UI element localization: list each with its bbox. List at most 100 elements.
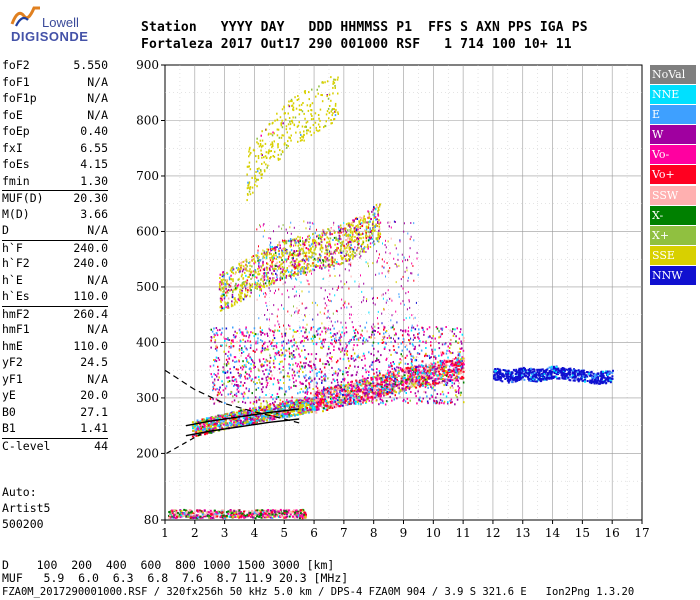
echo-point (463, 360, 465, 363)
echo-point (220, 513, 223, 516)
echo-point (249, 340, 252, 343)
echo-point (315, 343, 318, 346)
echo-point (458, 388, 460, 391)
echo-point (343, 388, 346, 391)
echo-point (215, 356, 218, 359)
echo-point (253, 327, 256, 330)
echo-point (365, 371, 367, 374)
echo-point (323, 389, 326, 392)
echo-point (291, 368, 294, 371)
echo-point (246, 513, 249, 516)
echo-point (324, 402, 326, 405)
echo-point (258, 515, 261, 518)
echo-point (250, 413, 253, 415)
echo-point (572, 379, 575, 382)
echo-point (295, 379, 297, 382)
param-value: 0.40 (80, 124, 108, 138)
x-tick-label: 15 (575, 526, 590, 540)
echo-point (201, 516, 204, 519)
echo-point (284, 402, 287, 405)
echo-point (458, 337, 461, 340)
echo-point (242, 338, 244, 341)
echo-point (425, 347, 427, 349)
echo-point (361, 375, 364, 378)
echo-point (287, 341, 290, 344)
echo-point (228, 376, 230, 379)
echo-point (400, 380, 403, 383)
echo-point (287, 401, 290, 404)
echo-point (441, 399, 443, 402)
echo-point (227, 512, 230, 515)
echo-point (298, 375, 300, 378)
echo-point (322, 407, 325, 410)
echo-point (376, 368, 378, 370)
echo-point (546, 373, 549, 376)
echo-point (267, 372, 270, 375)
echo-point (234, 516, 237, 518)
param-name: MUF(D) (2, 191, 44, 205)
echo-point (316, 395, 319, 398)
echo-point (414, 328, 417, 331)
echo-point (209, 416, 212, 419)
echo-point (411, 358, 413, 361)
echo-point (246, 348, 248, 351)
echo-point (217, 378, 219, 381)
echo-point (232, 401, 234, 404)
echo-point (443, 363, 446, 365)
echo-point (320, 401, 323, 404)
echo-point (247, 339, 249, 342)
echo-point (380, 388, 382, 391)
echo-point (359, 379, 361, 382)
echo-point (446, 382, 449, 384)
echo-point (412, 344, 414, 347)
echo-point (267, 375, 269, 378)
echo-point (589, 379, 592, 382)
echo-point (422, 380, 425, 383)
echo-point (521, 376, 524, 379)
echo-point (311, 339, 314, 342)
echo-point (289, 510, 292, 513)
echo-point (560, 374, 563, 377)
echo-point (264, 409, 266, 412)
echo-point (451, 330, 453, 333)
echo-point (259, 381, 261, 384)
echo-point (234, 361, 236, 363)
echo-point (357, 366, 359, 368)
echo-point (330, 342, 332, 345)
echo-point (271, 394, 274, 396)
echo-point (406, 381, 408, 384)
echo-point (329, 400, 331, 403)
echo-point (172, 509, 175, 512)
echo-point (360, 333, 362, 336)
echo-point (357, 396, 359, 399)
echo-point (195, 434, 198, 437)
echo-point (197, 421, 200, 424)
echo-point (332, 378, 334, 381)
echo-point (447, 401, 449, 404)
echo-point (213, 516, 216, 519)
echo-point (422, 381, 425, 384)
echo-point (339, 399, 341, 401)
echo-point (225, 364, 228, 367)
echo-point (266, 514, 269, 517)
echo-point (293, 370, 296, 373)
echo-point (400, 342, 402, 345)
echo-point (375, 377, 378, 380)
echo-point (444, 364, 447, 367)
echo-point (341, 349, 343, 352)
echo-point (555, 366, 558, 368)
echo-point (304, 356, 306, 359)
echo-point (418, 398, 420, 401)
echo-point (386, 377, 389, 380)
echo-point (426, 367, 428, 370)
y-tick-label: 700 (136, 169, 159, 183)
echo-point (364, 357, 366, 360)
echo-point (305, 385, 307, 388)
echo-point (429, 335, 431, 338)
echo-point (264, 406, 266, 409)
echo-point (282, 414, 285, 417)
echo-point (358, 399, 361, 402)
echo-point (209, 425, 212, 428)
echo-point (219, 386, 221, 389)
echo-point (325, 327, 327, 330)
